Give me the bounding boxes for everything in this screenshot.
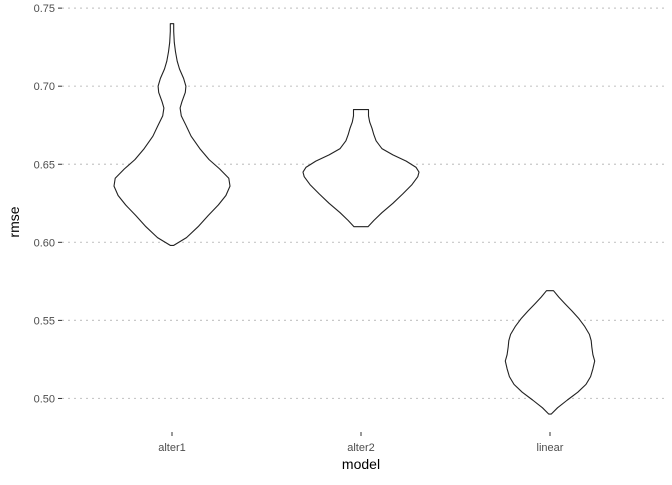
x-tick-label-linear: linear [537,442,564,454]
x-tick-label-alter1: alter1 [158,442,186,454]
y-tick-label: 0.65 [34,159,55,171]
x-axis-title: model [342,456,380,472]
violin-layer [113,23,596,415]
y-tick-label: 0.60 [34,237,55,249]
x-tick-label-alter2: alter2 [347,442,375,454]
violin-alter1 [113,23,231,246]
y-tick-label: 0.70 [34,81,55,93]
axis-layer: 0.50 0.55 0.60 0.65 0.70 0.75 alter1 alter2 line… [34,3,564,454]
y-tick-label: 0.55 [34,315,55,327]
y-tick-label: 0.50 [34,393,55,405]
y-axis-title: rmse [6,206,22,237]
violin-linear [504,290,596,415]
y-tick-label: 0.75 [34,3,55,15]
violin-alter2 [302,109,420,228]
